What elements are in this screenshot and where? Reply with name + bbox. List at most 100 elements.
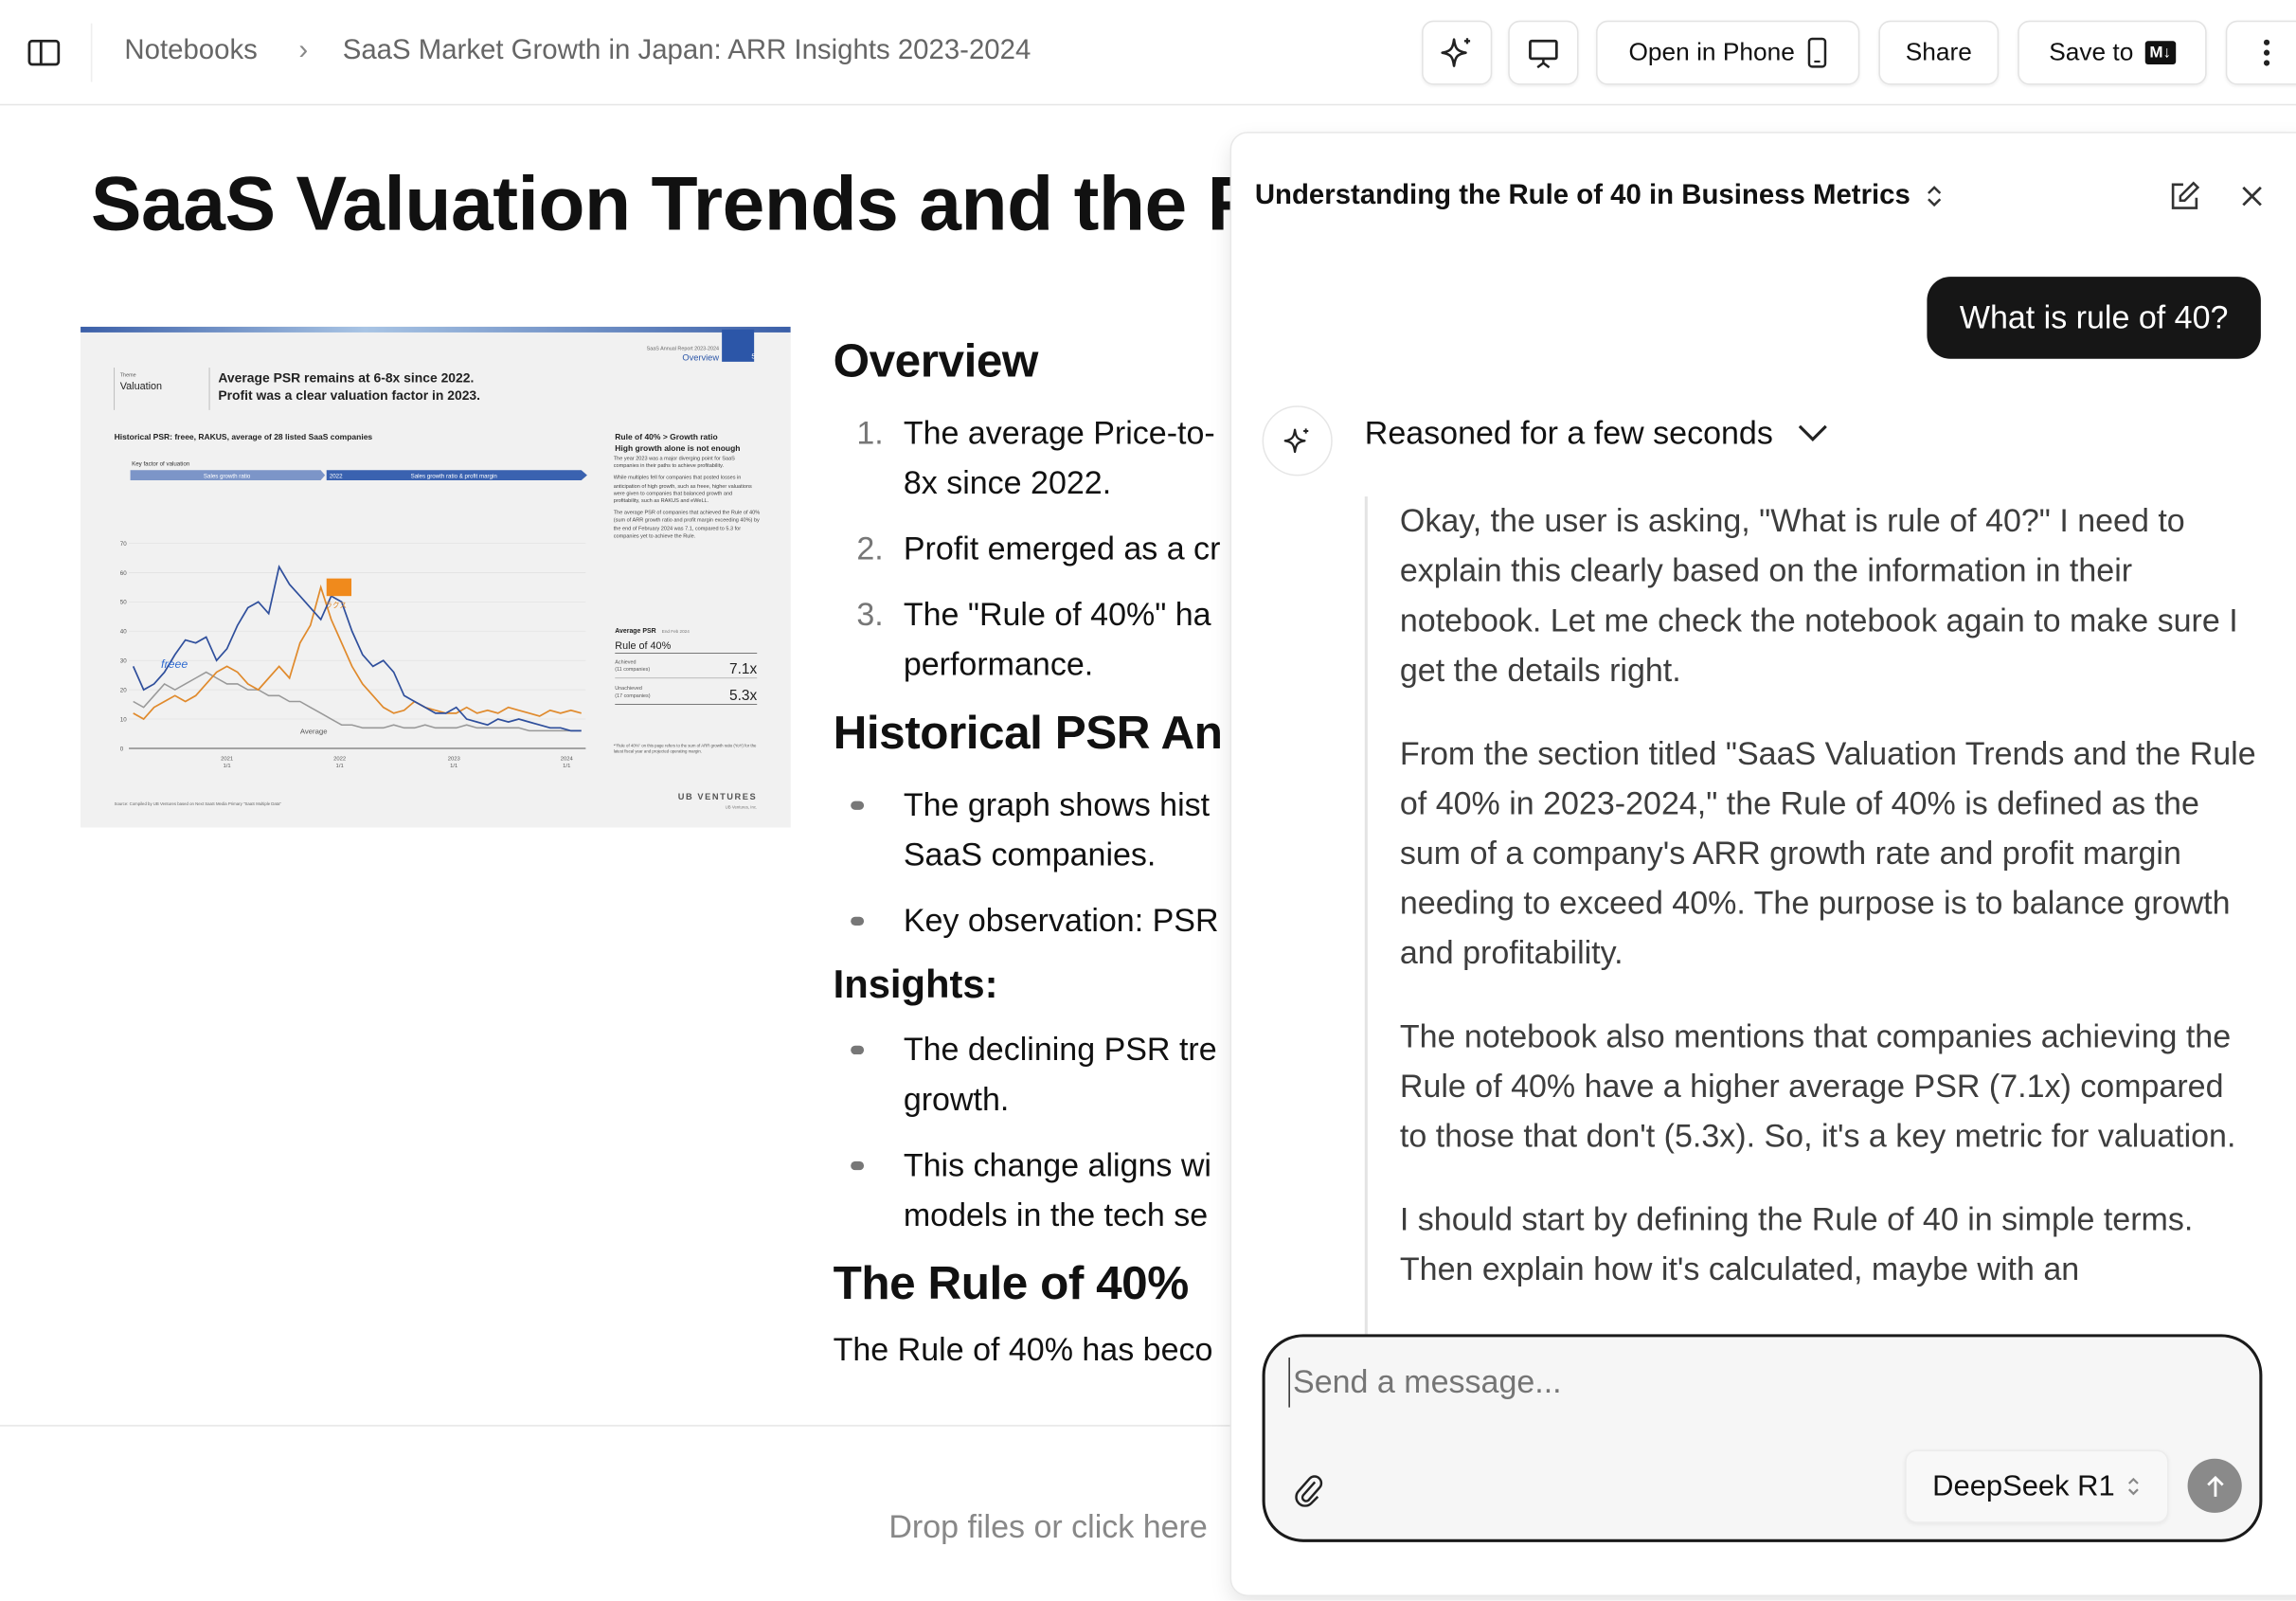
list-item-text: The graph shows hist: [903, 786, 1211, 823]
list-item: This change aligns wi models in the tech …: [834, 1141, 1273, 1240]
bullet-icon: [851, 916, 865, 926]
paperclip-icon: [1295, 1475, 1323, 1507]
rule-text: The Rule of 40% has beco: [833, 1331, 1213, 1368]
bullet-icon: [851, 1045, 865, 1055]
markdown-icon: M↓: [2144, 41, 2176, 65]
list-item-text: SaaS companies.: [903, 836, 1157, 873]
more-options-button[interactable]: [2225, 20, 2296, 85]
open-in-phone-button[interactable]: Open in Phone: [1596, 20, 1860, 85]
slide-x-tick: 1/1: [336, 764, 344, 769]
slide-unachieved-count: (17 companies): [615, 693, 650, 699]
model-name: DeepSeek R1: [1932, 1469, 2115, 1502]
slide-x-tick: 2021: [221, 756, 233, 762]
slide-label-freee: freee: [161, 657, 188, 671]
drop-text: Drop files or click here: [888, 1508, 1208, 1545]
slide-series-freee: [132, 564, 582, 732]
slide-achieved-label: Achieved: [615, 659, 636, 665]
slide-x-tick: 2024: [561, 756, 574, 762]
share-label: Share: [1905, 38, 1972, 66]
list-item-line: Key observation: PSR: [834, 896, 1273, 946]
breadcrumb-current: SaaS Market Growth in Japan: ARR Insight…: [342, 35, 1031, 66]
list-item-line: The declining PSR tre: [834, 1025, 1273, 1075]
list-item: 3. The "Rule of 40%" ha performance.: [834, 590, 1273, 690]
close-panel-button[interactable]: [2239, 183, 2266, 217]
list-item-line: performance.: [834, 640, 1273, 691]
document-text-column: Overview 1. The average Price-to- 8x since…: [834, 333, 1273, 1369]
model-selector[interactable]: DeepSeek R1: [1905, 1449, 2169, 1523]
slide-x-tick: 2022: [333, 756, 346, 762]
heading-historical-psr: Historical PSR An: [833, 706, 1223, 759]
slide-footnote: *"Rule of 40%" on this page refers to th…: [613, 742, 757, 755]
heading-rule-of-40: The Rule of 40%: [833, 1256, 1190, 1310]
slide-x-tick: 1/1: [450, 764, 457, 769]
slide-y-tick: 40: [120, 629, 127, 636]
slide-rule-label: Rule of 40%: [615, 640, 671, 652]
reasoning-content: Okay, the user is asking, "What is rule …: [1364, 496, 2258, 1335]
list-item-text: models in the tech se: [903, 1196, 1209, 1233]
breadcrumb-notebooks[interactable]: Notebooks: [124, 35, 258, 66]
slide-page: 5: [751, 352, 755, 361]
sidebar-icon: [27, 39, 61, 66]
present-button[interactable]: [1508, 20, 1579, 85]
edit-icon: [2171, 181, 2200, 209]
reasoning-paragraph: I should start by defining the Rule of 4…: [1399, 1200, 2194, 1287]
slide-header-small: SaaS Annual Report 2023-2024: [647, 346, 719, 351]
divider: [90, 23, 93, 82]
user-message-bubble: What is rule of 40?: [1927, 277, 2261, 359]
chevron-up-down-icon: [1927, 186, 1941, 207]
presentation-icon: [1529, 39, 1558, 69]
slide-y-tick: 20: [120, 687, 127, 693]
list-item: 2. Profit emerged as a cr: [834, 524, 1273, 574]
list-item-text: The "Rule of 40%" ha: [903, 596, 1211, 633]
heading-insights: Insights:: [833, 962, 998, 1007]
arrow-up-icon: [2206, 1475, 2223, 1497]
slide-headline-1: Average PSR remains at 6-8x since 2022.: [218, 369, 474, 385]
save-to-button[interactable]: Save to M↓: [2018, 20, 2207, 85]
slide-series-rakus: [133, 584, 582, 721]
slide-source: Source: Compiled by UB Ventures based on…: [115, 801, 282, 806]
slide-band-2-label: Sales growth ratio & profit margin: [411, 474, 498, 480]
rakus-logo: [326, 578, 352, 597]
slide-graphic: 5 SaaS Annual Report 2023-2024 Overview …: [81, 326, 791, 809]
top-bar: Notebooks › SaaS Market Growth in Japan:…: [0, 0, 2296, 106]
slide-series-average: [133, 671, 582, 732]
list-item-line: 1. The average Price-to-: [834, 408, 1273, 459]
slide-headline-2: Profit was a clear valuation factor in 2…: [218, 387, 480, 403]
sparkle-icon: [1283, 428, 1309, 454]
list-item-line: 8x since 2022.: [834, 459, 1273, 509]
slide-image: 5 SaaS Annual Report 2023-2024 Overview …: [81, 326, 791, 828]
ai-button[interactable]: [1422, 20, 1493, 85]
chat-title-selector[interactable]: Understanding the Rule of 40 in Business…: [1255, 180, 1943, 212]
slide-side-title-1: Rule of 40% > Growth ratio: [615, 432, 717, 441]
message-input[interactable]: [1288, 1358, 2233, 1408]
heading-overview: Overview: [833, 333, 1039, 387]
slide-avg-psr-date: End Feb 2024: [662, 629, 690, 634]
list-item-text: 8x since 2022.: [903, 464, 1112, 501]
more-vertical-icon: [2263, 39, 2270, 66]
list-item: Key observation: PSR: [834, 896, 1273, 946]
bullet-icon: [851, 800, 865, 810]
sidebar-toggle-button[interactable]: [21, 29, 67, 76]
save-to-label: Save to: [2049, 38, 2134, 66]
send-button[interactable]: [2187, 1458, 2242, 1513]
phone-icon: [1807, 37, 1826, 68]
new-chat-button[interactable]: [2168, 180, 2200, 220]
list-item: The graph shows hist SaaS companies.: [834, 781, 1273, 880]
slide-unachieved-label: Unachieved: [615, 686, 642, 692]
slide-side-para-1: The year 2023 was a major diverging poin…: [613, 455, 735, 470]
chevron-down-icon: [1798, 424, 1827, 441]
file-drop-zone[interactable]: Drop files or click here: [0, 1425, 1230, 1601]
share-button[interactable]: Share: [1878, 20, 2000, 85]
attach-button[interactable]: [1295, 1475, 1324, 1515]
slide-page-box: [722, 329, 755, 362]
slide-label-average: Average: [300, 727, 328, 735]
close-icon: [2242, 186, 2262, 207]
slide-y-tick: 60: [120, 570, 127, 577]
slide-y-tick: 70: [120, 541, 127, 548]
list-item-line: 3. The "Rule of 40%" ha: [834, 590, 1273, 640]
message-composer: DeepSeek R1: [1262, 1334, 2263, 1542]
slide-achieved-value: 7.1x: [729, 661, 757, 677]
slide-y-tick: 10: [120, 716, 127, 723]
slide-x-tick: 1/1: [224, 764, 231, 769]
reasoning-toggle[interactable]: Reasoned for a few seconds: [1365, 414, 1829, 452]
